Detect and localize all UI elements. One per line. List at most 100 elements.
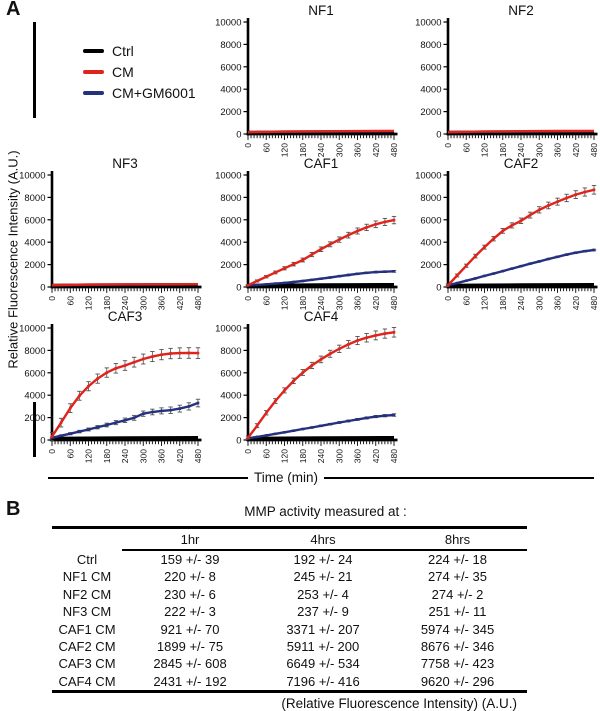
table-row: NF3 CM 222 +/- 3 237 +/- 9 251 +/- 11 [52, 603, 527, 620]
svg-text:360: 360 [553, 296, 563, 310]
svg-text:0: 0 [40, 283, 45, 294]
chart-caf3: CAF3 0 2000 4000 6000 8000 10000 0 60 120 180 240 30… [19, 309, 203, 463]
row-value: 1899 +/- 75 [156, 639, 224, 655]
svg-text:4000: 4000 [24, 391, 45, 402]
x-axis: 0 60 120 180 240 300 360 420 480 [243, 285, 399, 310]
legend-label: CM+GM6001 [112, 84, 196, 101]
svg-text:2000: 2000 [24, 413, 45, 424]
svg-text:420: 420 [371, 449, 381, 463]
svg-text:10000: 10000 [19, 324, 45, 335]
svg-text:180: 180 [298, 296, 308, 310]
svg-text:0: 0 [47, 449, 57, 454]
x-axis-bracket-line-left [48, 476, 248, 479]
series-ctrl [247, 436, 395, 440]
x-axis-bracket-line-right [324, 476, 594, 479]
chart-caf1: CAF1 0 2000 4000 6000 8000 10000 0 60 120 180 240 30… [215, 156, 399, 310]
svg-text:180: 180 [298, 143, 308, 157]
svg-text:60: 60 [261, 296, 271, 306]
svg-text:240: 240 [516, 143, 526, 157]
svg-text:300: 300 [138, 296, 148, 310]
svg-text:6000: 6000 [420, 215, 441, 226]
series-ctrl [51, 436, 199, 440]
svg-text:8000: 8000 [420, 193, 441, 204]
legend-label: CM [112, 63, 134, 80]
legend-swatch-cm+gm6001 [83, 90, 104, 95]
svg-text:300: 300 [138, 449, 148, 463]
row-value: 237 +/- 9 [297, 604, 349, 620]
svg-text:6000: 6000 [220, 215, 241, 226]
svg-text:240: 240 [516, 296, 526, 310]
row-label: CAF3 CM [58, 656, 116, 672]
row-value: 230 +/- 6 [164, 586, 216, 602]
chart-title: NF2 [508, 3, 534, 18]
row-label: CAF4 CM [58, 673, 116, 689]
row-value: 5911 +/- 200 [286, 639, 360, 655]
row-value: 224 +/- 18 [428, 552, 487, 567]
svg-text:0: 0 [236, 283, 241, 294]
chart-slot-caf1: CAF1 0 2000 4000 6000 8000 10000 0 60 120 180 240 30… [214, 155, 400, 315]
row-value: 274 +/- 35 [428, 569, 487, 585]
svg-text:360: 360 [553, 143, 563, 157]
svg-text:0: 0 [436, 130, 441, 141]
row-value: 9620 +/- 296 [420, 673, 495, 689]
x-axis-bracket: Time (min) [48, 470, 594, 485]
chart-nf1: NF1 0 2000 4000 6000 8000 10000 0 60 120 180 240 300… [215, 3, 399, 157]
table-row: Ctrl 159 +/- 39 192 +/- 24 224 +/- 18 [52, 550, 527, 568]
svg-text:4000: 4000 [420, 238, 441, 249]
svg-text:0: 0 [243, 296, 253, 301]
table-row: CAF4 CM 2431 +/- 192 7196 +/- 416 9620 +/- … [52, 673, 527, 692]
x-axis: 0 60 120 180 240 300 360 420 480 [243, 132, 399, 157]
chart-caf2: CAF2 0 2000 4000 6000 8000 10000 0 60 120 180 240 30… [415, 156, 599, 310]
row-label: NF1 CM [62, 569, 112, 585]
chart-slot-nf1: NF1 0 2000 4000 6000 8000 10000 0 60 120 180 240 300… [214, 2, 400, 162]
svg-text:4000: 4000 [220, 85, 241, 96]
svg-text:60: 60 [261, 143, 271, 153]
svg-text:480: 480 [389, 296, 399, 310]
chart-caf4: CAF4 0 2000 4000 6000 8000 10000 0 60 120 180 240 30… [215, 309, 399, 463]
svg-text:10000: 10000 [215, 171, 241, 182]
svg-text:4000: 4000 [220, 238, 241, 249]
legend-swatch-ctrl [83, 48, 104, 53]
svg-text:0: 0 [443, 143, 453, 148]
svg-text:360: 360 [353, 143, 363, 157]
svg-text:0: 0 [243, 449, 253, 454]
svg-text:180: 180 [102, 449, 112, 463]
chart-title: CAF1 [304, 156, 339, 171]
svg-text:120: 120 [480, 296, 490, 310]
svg-text:480: 480 [193, 296, 203, 310]
chart-title: NF3 [112, 156, 138, 171]
svg-text:2000: 2000 [220, 413, 241, 424]
svg-text:6000: 6000 [24, 215, 45, 226]
row-value: 3371 +/- 207 [286, 621, 360, 637]
svg-text:240: 240 [316, 143, 326, 157]
series-cm [447, 188, 595, 287]
panel-b-label: B [6, 498, 21, 520]
svg-text:420: 420 [175, 296, 185, 310]
svg-text:60: 60 [65, 449, 75, 459]
row-value: 159 +/- 39 [160, 552, 220, 567]
table-row: CAF1 CM 921 +/- 70 3371 +/- 207 5974 +/- 34… [52, 621, 527, 638]
table-header-1hr: 1hr [122, 527, 258, 551]
table-footer: (Relative Fluorescence Intensity) (A.U.) [281, 696, 517, 711]
svg-text:60: 60 [261, 449, 271, 459]
svg-text:2000: 2000 [420, 260, 441, 271]
svg-text:420: 420 [571, 143, 581, 157]
legend-item: Ctrl [83, 40, 196, 61]
legend-item: CM [83, 61, 196, 82]
svg-text:480: 480 [193, 449, 203, 463]
row-label: CAF2 CM [58, 639, 116, 655]
svg-text:8000: 8000 [24, 346, 45, 357]
chart-title: CAF4 [304, 309, 339, 324]
svg-text:6000: 6000 [220, 62, 241, 73]
chart-title: NF1 [308, 3, 334, 18]
table-row: NF1 CM 220 +/- 8 245 +/- 21 274 +/- 35 [52, 568, 527, 585]
svg-text:0: 0 [236, 130, 241, 141]
series-cm [247, 331, 395, 439]
svg-text:480: 480 [389, 143, 399, 157]
svg-text:2000: 2000 [220, 260, 241, 271]
x-axis: 0 60 120 180 240 300 360 420 480 [243, 438, 399, 463]
svg-text:240: 240 [316, 449, 326, 463]
svg-text:6000: 6000 [220, 368, 241, 379]
svg-text:2000: 2000 [220, 107, 241, 118]
